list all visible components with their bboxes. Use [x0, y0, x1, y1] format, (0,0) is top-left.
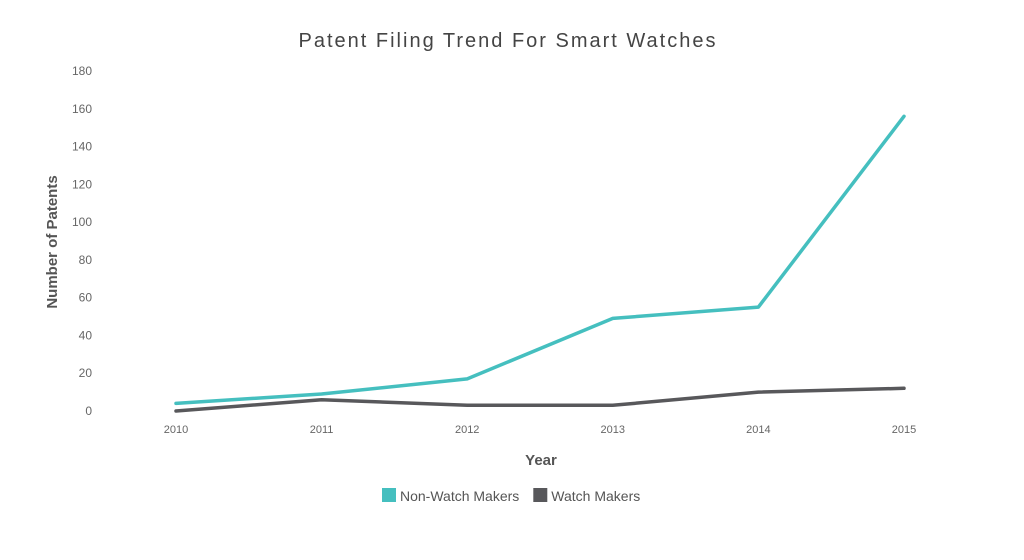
y-tick-label: 40	[79, 328, 93, 342]
chart-title: Patent Filing Trend For Smart Watches	[299, 30, 718, 52]
series-line-non-watch-makers	[174, 114, 906, 406]
y-tick-label: 60	[79, 291, 93, 305]
x-tick-label: 2010	[164, 424, 188, 436]
y-axis-label: Number of Patents	[44, 175, 61, 308]
x-tick-label: 2011	[310, 424, 334, 436]
x-axis-ticks: 2010 2011 2012 2013 2014 2015	[164, 424, 916, 436]
legend: Non-Watch Makers Watch Makers	[382, 488, 640, 504]
series-line-watch-makers	[174, 386, 906, 413]
y-tick-label: 160	[72, 102, 92, 116]
legend-label: Watch Makers	[551, 488, 640, 504]
y-tick-label: 140	[72, 140, 92, 154]
y-axis-ticks: 0 20 40 60 80 100 120 140 160 180	[72, 64, 92, 418]
series-lines	[174, 114, 906, 413]
y-tick-label: 20	[79, 366, 93, 380]
legend-label: Non-Watch Makers	[400, 488, 519, 504]
legend-item-watch-makers[interactable]: Watch Makers	[533, 488, 640, 504]
legend-item-non-watch-makers[interactable]: Non-Watch Makers	[382, 488, 519, 504]
y-tick-label: 100	[72, 215, 92, 229]
y-tick-label: 0	[85, 404, 92, 418]
legend-swatch	[533, 488, 548, 502]
y-tick-label: 80	[79, 253, 93, 267]
x-tick-label: 2012	[455, 424, 479, 436]
y-tick-label: 180	[72, 64, 92, 78]
legend-swatch	[382, 488, 396, 502]
x-tick-label: 2014	[746, 424, 770, 436]
x-tick-label: 2013	[601, 424, 625, 436]
x-axis-label: Year	[525, 452, 557, 469]
x-tick-label: 2015	[892, 424, 916, 436]
y-tick-label: 120	[72, 177, 92, 191]
